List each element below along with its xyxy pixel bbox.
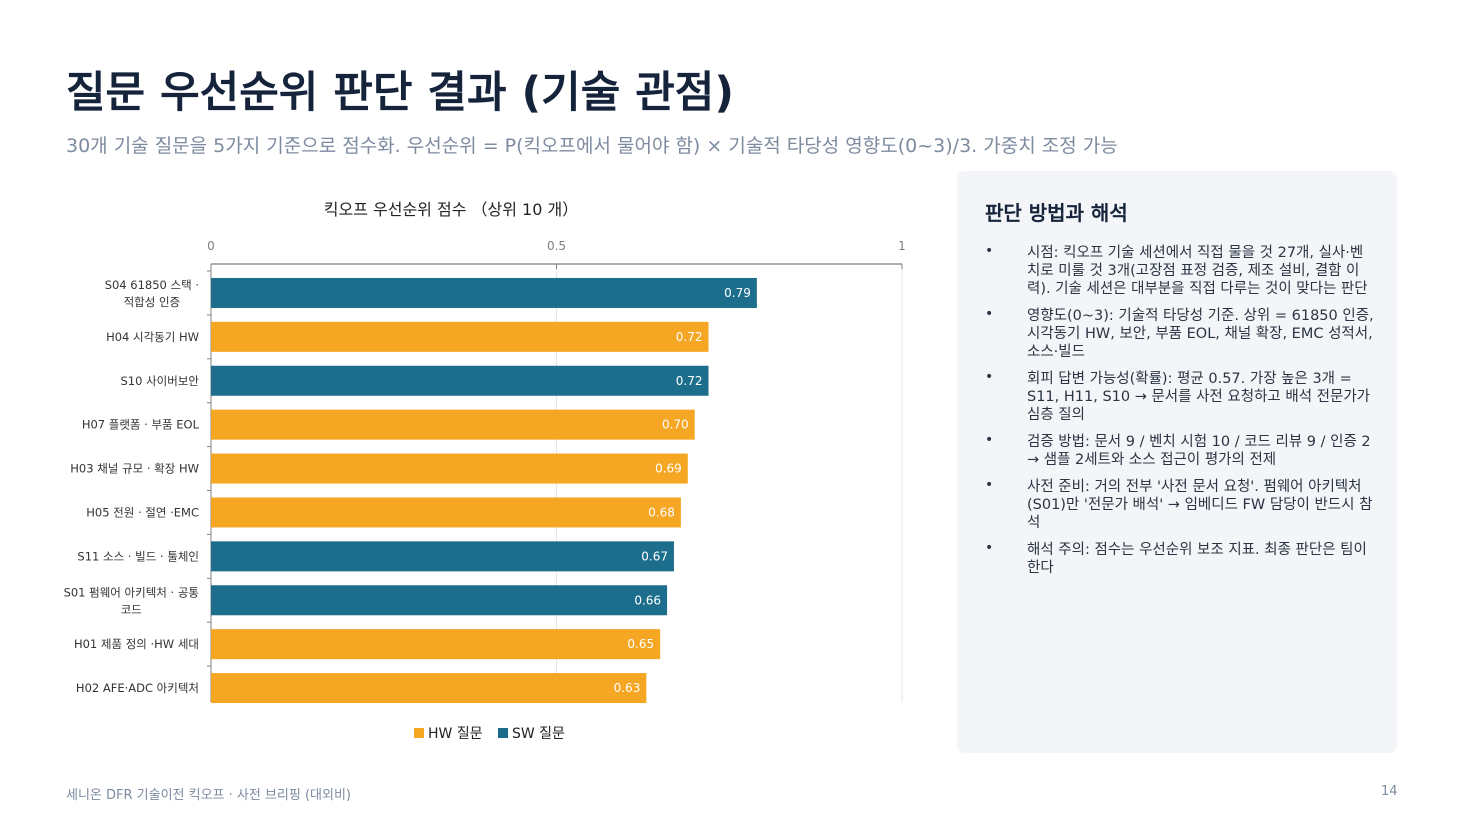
panel-list: • 시점: 킥오프 기술 세션에서 직접 물을 것 27개, 실사·벤치로 미룰 …: [985, 243, 1375, 577]
bar-value-label: 0.72: [676, 330, 703, 344]
priority-bar-chart: 킥오프 우선순위 점수 （상위 10 개） 0 0.5 1 0.79 S04 61850 …: [64, 200, 906, 742]
panel-item: • 해석 주의: 점수는 우선순위 보조 지표. 최종 판단은 팀이 한다: [985, 540, 1375, 577]
panel-item-text: 시점: 킥오프 기술 세션에서 직접 물을 것 27개, 실사·벤치로 미룰 것…: [1027, 245, 1368, 297]
category-label-line: 적합성 인증: [124, 295, 181, 309]
panel-title: 판단 방법과 해석: [985, 201, 1128, 225]
bar-value-label: 0.72: [676, 374, 703, 388]
panel-item: • 시점: 킥오프 기술 세션에서 직접 물을 것 27개, 실사·벤치로 미룰 …: [985, 243, 1375, 298]
bar: [211, 541, 674, 572]
x-tick-label: 0.5: [547, 239, 566, 253]
legend-label: HW 질문: [428, 726, 483, 742]
bullet-icon: •: [985, 306, 994, 322]
panel-item: • 사전 준비: 거의 전부 '사전 문서 요청'. 펌웨어 아키텍처(S01)만…: [985, 477, 1375, 532]
bullet-icon: •: [985, 369, 994, 385]
bullet-icon: •: [985, 243, 994, 259]
panel-item-text: 해석 주의: 점수는 우선순위 보조 지표. 최종 판단은 팀이 한다: [1027, 542, 1367, 576]
bar-value-label: 0.66: [634, 593, 661, 607]
category-label: H01 제품 정의 ·HW 세대: [74, 637, 199, 651]
bullet-icon: •: [985, 477, 994, 493]
page-title: 질문 우선순위 판단 결과 (기술 관점): [66, 68, 734, 118]
panel-item-text: 검증 방법: 문서 9 / 벤치 시험 10 / 코드 리뷰 9 / 인증 2 …: [1027, 434, 1371, 468]
bar-value-label: 0.63: [614, 681, 641, 695]
bar: [211, 453, 688, 484]
bar-value-label: 0.69: [655, 462, 682, 476]
category-label-line: S01 펌웨어 아키텍처 · 공통: [64, 585, 199, 599]
legend-swatch: [498, 728, 508, 738]
bar-value-label: 0.67: [641, 549, 668, 563]
bar: [211, 497, 681, 528]
category-label: S10 사이버보안: [121, 374, 200, 388]
bar: [211, 629, 661, 660]
bar: [211, 321, 709, 352]
panel-item-text: 회피 답변 가능성(확률): 평균 0.57. 가장 높은 3개 = S11, …: [1027, 371, 1371, 423]
panel-item: • 회피 답변 가능성(확률): 평균 0.57. 가장 높은 3개 = S11,…: [985, 369, 1375, 424]
bar-value-label: 0.68: [648, 505, 675, 519]
x-tick-label: 0: [207, 239, 215, 253]
panel-item-text: 사전 준비: 거의 전부 '사전 문서 요청'. 펌웨어 아키텍처(S01)만 …: [1027, 479, 1373, 531]
legend-swatch: [414, 728, 424, 738]
panel-item: • 검증 방법: 문서 9 / 벤치 시험 10 / 코드 리뷰 9 / 인증 2…: [985, 432, 1375, 469]
bar-value-label: 0.70: [662, 418, 689, 432]
category-label: S04 61850 스택 · 적합성 인증: [105, 278, 199, 309]
category-label: S11 소스 · 빌드 · 툴체인: [77, 549, 199, 563]
bar-value-label: 0.79: [724, 286, 751, 300]
category-label: H02 AFE·ADC 아키텍처: [76, 681, 199, 695]
bar: [211, 365, 709, 396]
bullet-icon: •: [985, 540, 994, 556]
page-subtitle: 30개 기술 질문을 5가지 기준으로 점수화. 우선순위 = P(킥오프에서 …: [66, 135, 1118, 157]
footer-text: 세니온 DFR 기술이전 킥오프 · 사전 브리핑 (대외비): [66, 788, 352, 803]
legend-label: SW 질문: [512, 726, 565, 742]
panel-item-text: 영향도(0~3): 기술적 타당성 기준. 상위 = 61850 인증, 시각동…: [1027, 308, 1374, 360]
bar-value-label: 0.65: [627, 637, 654, 651]
bar: [211, 277, 757, 308]
category-label: H07 플랫폼 · 부품 EOL: [82, 418, 200, 432]
category-label-line: 코드: [121, 602, 142, 616]
x-tick-label: 1: [898, 239, 906, 253]
category-label: H03 채널 규모 · 확장 HW: [70, 462, 199, 476]
category-label-line: S04 61850 스택 ·: [105, 278, 199, 292]
bullet-icon: •: [985, 432, 994, 448]
category-label: H04 시각동기 HW: [106, 330, 199, 344]
panel-item: • 영향도(0~3): 기술적 타당성 기준. 상위 = 61850 인증, 시각…: [985, 306, 1375, 361]
chart-title: 킥오프 우선순위 점수 （상위 10 개）: [324, 200, 578, 219]
bar: [211, 673, 647, 704]
bar: [211, 585, 668, 616]
bar: [211, 409, 695, 440]
interpretation-panel: 판단 방법과 해석 • 시점: 킥오프 기술 세션에서 직접 물을 것 27개, …: [957, 171, 1397, 753]
category-label: H05 전원 · 절연 ·EMC: [86, 505, 199, 519]
page-number: 14: [1381, 784, 1398, 799]
